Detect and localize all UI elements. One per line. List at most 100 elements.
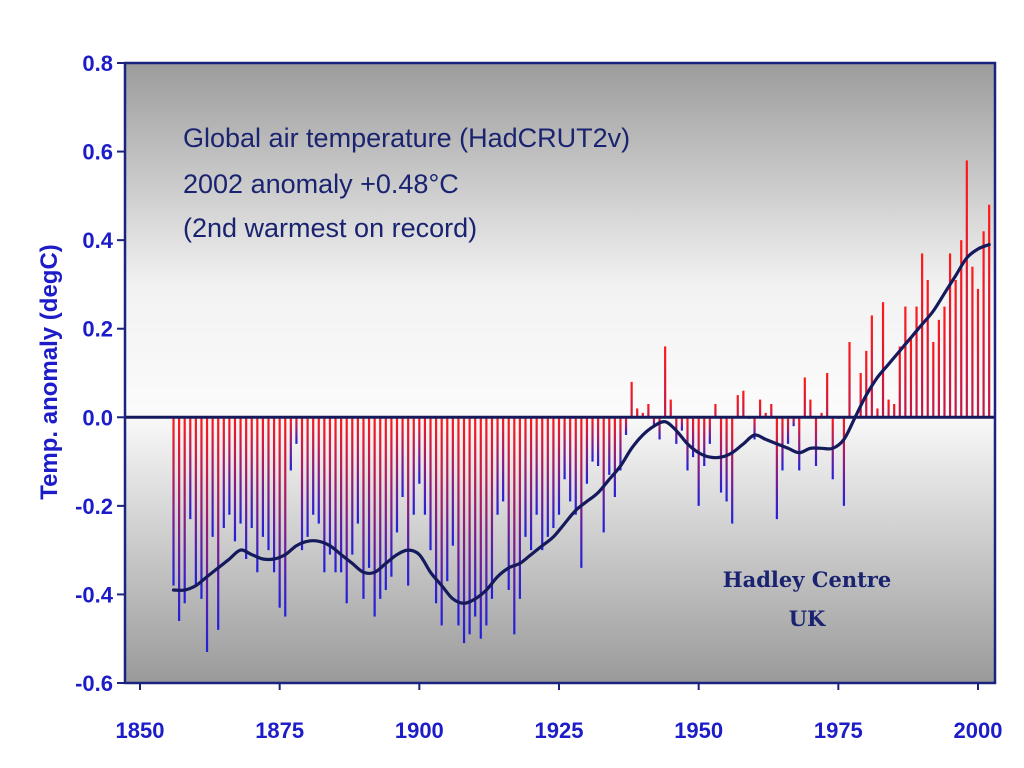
anomaly-bar xyxy=(691,417,695,458)
anomaly-bar xyxy=(496,417,499,515)
anomaly-bar xyxy=(418,417,421,484)
anomaly-bar xyxy=(971,266,974,418)
anomaly-bar xyxy=(451,417,454,546)
anomaly-bar xyxy=(814,417,818,466)
anomaly-bar xyxy=(513,417,516,635)
anomaly-bar xyxy=(446,417,449,582)
anomaly-bar xyxy=(211,417,214,537)
anomaly-bar xyxy=(194,417,197,586)
anomaly-bar xyxy=(915,306,918,418)
anomaly-bar xyxy=(876,408,879,418)
anomaly-bar xyxy=(798,417,801,471)
anomaly-bar xyxy=(529,417,533,551)
x-axis: 1850 1875 1900 1925 1950 1975 2000 xyxy=(116,683,1002,743)
anomaly-bar xyxy=(557,417,561,515)
annotation-line-1: Global air temperature (HadCRUT2v) xyxy=(183,123,630,153)
anomaly-bar xyxy=(407,417,410,586)
y-tick-label: 0.8 xyxy=(82,51,113,76)
anomaly-bar xyxy=(647,404,650,418)
y-tick-label: 0.0 xyxy=(82,405,113,430)
y-tick-label: 0.4 xyxy=(82,228,113,253)
anomaly-bar xyxy=(680,417,684,431)
anomaly-bar xyxy=(367,417,371,568)
anomaly-bar xyxy=(636,408,639,418)
y-tick-label: -0.6 xyxy=(75,671,113,696)
x-tick-label: 1900 xyxy=(395,718,444,743)
anomaly-bar xyxy=(781,417,784,471)
anomaly-bar xyxy=(591,417,594,462)
anomaly-bar xyxy=(921,253,924,418)
anomaly-bar xyxy=(474,417,477,617)
anomaly-bar xyxy=(965,160,968,418)
anomaly-bar xyxy=(289,417,292,471)
anomaly-bar xyxy=(775,417,778,520)
anomaly-bar xyxy=(848,342,851,418)
smoothed-trend-line xyxy=(171,243,991,605)
anomaly-bar xyxy=(630,381,633,418)
anomaly-bar xyxy=(619,417,622,471)
y-tick-label: 0.6 xyxy=(82,140,113,165)
anomaly-bar xyxy=(602,417,605,533)
x-tick-label: 1925 xyxy=(535,718,584,743)
anomaly-bar xyxy=(434,417,438,604)
y-axis-label: Temp. anomaly (degC) xyxy=(36,244,63,500)
anomaly-bar xyxy=(725,417,728,502)
y-tick-label: 0.2 xyxy=(82,317,113,342)
anomaly-bar xyxy=(809,399,812,418)
anomaly-bar xyxy=(613,417,616,497)
anomaly-bar xyxy=(284,417,287,617)
anomaly-bar xyxy=(826,373,829,418)
anomaly-bar xyxy=(932,342,935,418)
anomaly-bar xyxy=(261,417,265,537)
anomaly-bar xyxy=(457,417,460,626)
anomaly-bar xyxy=(669,399,672,418)
anomaly-bar xyxy=(172,417,175,586)
anomaly-bar xyxy=(664,346,667,418)
annotation-line-2: 2002 anomaly +0.48°C xyxy=(183,169,459,199)
anomaly-bar xyxy=(362,417,365,599)
anomaly-bar xyxy=(904,306,907,418)
anomaly-bar xyxy=(267,417,270,551)
anomaly-bar xyxy=(982,231,985,418)
anomaly-bar xyxy=(742,390,745,418)
annotation-line-3: (2nd warmest on record) xyxy=(183,213,477,243)
x-tick-label: 1950 xyxy=(674,718,723,743)
anomaly-bar xyxy=(429,417,432,551)
anomaly-bar xyxy=(468,417,471,635)
anomaly-bars xyxy=(172,160,991,652)
anomaly-bar xyxy=(988,204,991,418)
anomaly-bar xyxy=(334,417,337,573)
anomaly-bar xyxy=(178,417,181,621)
anomaly-bar xyxy=(317,417,320,524)
anomaly-bar xyxy=(345,417,348,604)
anomaly-bar xyxy=(764,412,767,418)
anomaly-bar xyxy=(300,417,304,551)
anomaly-bar xyxy=(462,417,466,644)
anomaly-bar xyxy=(731,417,734,524)
anomaly-bar xyxy=(820,412,823,418)
anomaly-bar xyxy=(652,417,656,427)
anomaly-bar xyxy=(552,417,555,528)
anomaly-bar xyxy=(518,417,521,599)
anomaly-bar xyxy=(580,417,583,568)
anomaly-bar xyxy=(803,377,806,418)
anomaly-bar xyxy=(881,302,885,418)
anomaly-bar xyxy=(395,417,399,533)
anomaly-bar xyxy=(222,417,225,528)
anomaly-bar xyxy=(278,417,281,608)
anomaly-bar xyxy=(865,350,868,418)
anomaly-bar xyxy=(893,404,896,418)
anomaly-bar xyxy=(490,417,494,599)
anomaly-bar xyxy=(183,417,186,604)
anomaly-bar xyxy=(842,417,846,506)
anomaly-bar xyxy=(926,280,929,418)
anomaly-bar xyxy=(714,404,717,418)
x-tick-label: 1875 xyxy=(255,718,304,743)
anomaly-bar xyxy=(256,417,259,573)
anomaly-bar xyxy=(585,417,589,484)
anomaly-bar xyxy=(205,417,209,652)
anomaly-bar xyxy=(759,399,762,418)
anomaly-bar xyxy=(641,412,644,418)
anomaly-bar xyxy=(954,280,957,418)
